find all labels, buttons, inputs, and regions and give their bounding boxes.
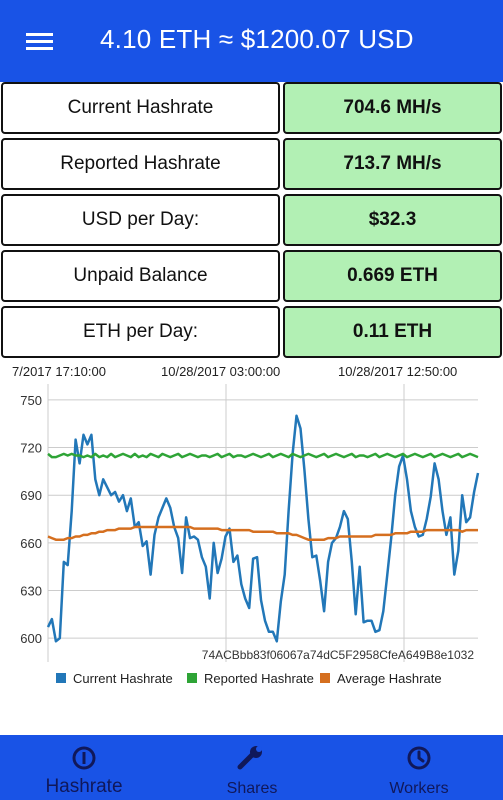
- series-line: [47, 525, 478, 541]
- chart-y-axis: 600 630 660 690 720 750: [20, 393, 42, 646]
- wallet-address-watermark: 74ACBbb83f06067a74dC5F2958CfeA649B8e1032: [202, 648, 475, 662]
- chart-series: [46, 414, 480, 643]
- chart-top-label-3: 10/28/2017 12:50:00: [338, 364, 457, 379]
- stats-table: Current Hashrate 704.6 MH/s Reported Has…: [0, 82, 503, 362]
- legend-label: Average Hashrate: [337, 671, 442, 686]
- bottom-navigation: Hashrate Shares Workers: [0, 735, 503, 800]
- wrench-icon: [237, 746, 262, 770]
- menu-icon[interactable]: [26, 33, 53, 51]
- nav-workers[interactable]: Workers: [335, 735, 503, 800]
- nav-hashrate-label: Hashrate: [45, 776, 123, 797]
- reported-hashrate-label: Reported Hashrate: [1, 138, 280, 190]
- unpaid-balance-label: Unpaid Balance: [1, 250, 280, 302]
- series-line: [46, 414, 480, 643]
- y-tick-label: 750: [20, 393, 42, 408]
- nav-workers-label: Workers: [389, 780, 449, 797]
- legend-swatch: [187, 673, 197, 683]
- balance-title: 4.10 ETH ≈ $1200.07 USD: [100, 24, 414, 54]
- reported-hashrate-value: 713.7 MH/s: [283, 138, 502, 190]
- chart-grid: [47, 384, 478, 662]
- legend-label: Current Hashrate: [73, 671, 173, 686]
- series-line: [47, 452, 479, 459]
- current-hashrate-value: 704.6 MH/s: [283, 82, 502, 134]
- chart-legend: Current Hashrate Reported Hashrate Average…: [56, 671, 442, 686]
- chart-top-label-1: 7/2017 17:10:00: [12, 364, 106, 379]
- unpaid-balance-value: 0.669 ETH: [283, 250, 502, 302]
- y-tick-label: 600: [20, 631, 42, 646]
- current-hashrate-label: Current Hashrate: [1, 82, 280, 134]
- eth-per-day-label: ETH per Day:: [1, 306, 280, 358]
- y-tick-label: 630: [20, 584, 42, 599]
- legend-label: Reported Hashrate: [204, 671, 314, 686]
- hashrate-chart: 7/2017 17:10:00 10/28/2017 03:00:00 10/2…: [0, 362, 503, 735]
- legend-swatch: [56, 673, 66, 683]
- y-tick-label: 720: [20, 441, 42, 456]
- eth-per-day-value: 0.11 ETH: [283, 306, 502, 358]
- nav-shares[interactable]: Shares: [168, 735, 336, 800]
- nav-hashrate[interactable]: Hashrate: [0, 735, 168, 800]
- usd-per-day-label: USD per Day:: [1, 194, 280, 246]
- usd-per-day-value: $32.3: [283, 194, 502, 246]
- app-bar: 4.10 ETH ≈ $1200.07 USD: [0, 0, 503, 82]
- nav-shares-label: Shares: [226, 780, 278, 797]
- chart-top-label-2: 10/28/2017 03:00:00: [161, 364, 280, 379]
- legend-swatch: [320, 673, 330, 683]
- y-tick-label: 660: [20, 536, 42, 551]
- clock-icon: [407, 746, 431, 770]
- hashrate-chart-svg: 7/2017 17:10:00 10/28/2017 03:00:00 10/2…: [12, 364, 480, 686]
- y-tick-label: 690: [20, 488, 42, 503]
- hashrate-icon: [72, 746, 96, 770]
